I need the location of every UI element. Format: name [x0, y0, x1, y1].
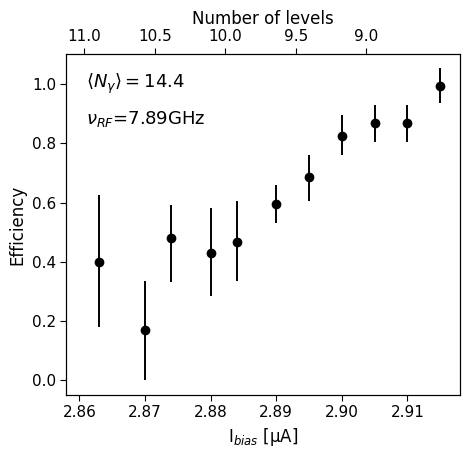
- Y-axis label: Efficiency: Efficiency: [8, 185, 26, 265]
- Text: $\nu_{RF}$=7.89GHz: $\nu_{RF}$=7.89GHz: [86, 109, 205, 129]
- X-axis label: I$_{bias}$ [μA]: I$_{bias}$ [μA]: [228, 426, 298, 448]
- X-axis label: Number of levels: Number of levels: [192, 10, 334, 28]
- Text: $\langle N_{\gamma}\rangle=14.4$: $\langle N_{\gamma}\rangle=14.4$: [86, 72, 185, 96]
